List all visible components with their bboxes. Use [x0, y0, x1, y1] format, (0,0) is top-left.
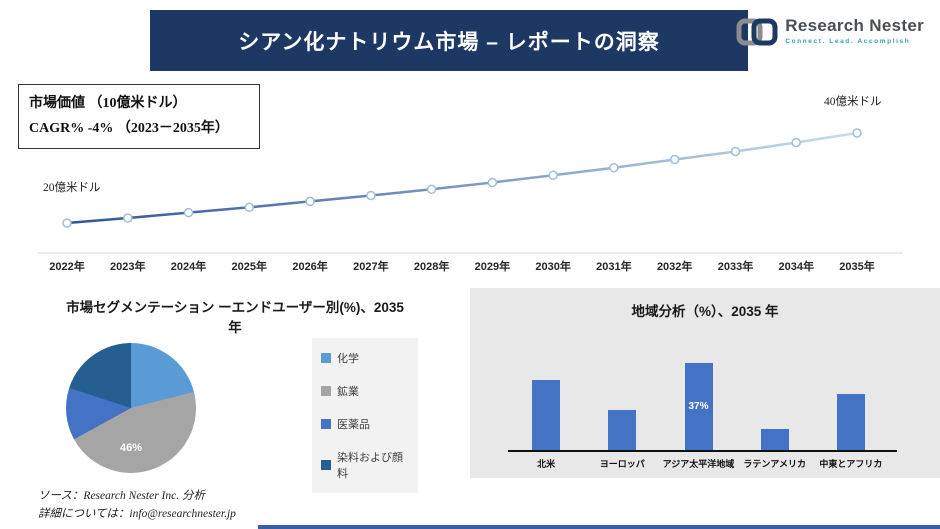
x-axis-year-label: 2030年: [535, 261, 571, 273]
legend-swatch: [321, 353, 331, 363]
line-chart-svg: [38, 128, 903, 254]
start-value-label: 20億米ドル: [43, 182, 101, 194]
bar-category-label: 中東とアフリカ: [819, 459, 883, 469]
legend-swatch: [321, 460, 331, 470]
x-axis-year-label: 2028年: [413, 261, 450, 273]
research-nester-logo: Research Nester Connect. Lead. Accomplis…: [736, 16, 924, 48]
region-bar: [836, 393, 865, 450]
line-marker: [426, 184, 437, 195]
legend-item: 医薬品: [321, 416, 409, 432]
line-marker: [305, 196, 315, 207]
bar-chart-title: 地域分析（%）、2035 年: [631, 304, 779, 319]
end-value-label: 40億米ドル: [824, 96, 882, 108]
line-marker: [183, 207, 194, 218]
pie-legend: 化学鉱業医薬品染料および顔料: [312, 338, 418, 493]
research-nester-logo-icon: [736, 18, 778, 46]
end-user-pie-chart: 46%: [66, 343, 196, 473]
logo-text: Research Nester Connect. Lead. Accomplis…: [785, 16, 924, 45]
x-axis-year-label: 2025年: [231, 261, 268, 273]
source-note: ソース：Research Nester Inc. 分析 詳細については：info…: [38, 487, 236, 524]
logo-tagline: Connect. Lead. Accomplish: [785, 38, 911, 45]
line-marker: [244, 202, 255, 213]
line-marker: [730, 146, 741, 157]
bar-category-label: ヨーロッパ: [599, 459, 645, 469]
legend-label: 鉱業: [337, 386, 359, 398]
legend-swatch: [321, 386, 331, 396]
line-marker: [791, 137, 801, 148]
pie-data-label: 46%: [119, 441, 143, 454]
region-bar: [608, 410, 637, 450]
x-axis-year-label: 2023年: [110, 261, 146, 273]
region-bar: [760, 428, 789, 450]
x-axis-year-label: 2027年: [353, 261, 389, 273]
legend-item: 染料および顔料: [321, 449, 409, 481]
bar-category-label: アジア太平洋地域: [662, 459, 735, 469]
details-line: 詳細については：info@researchnester.jp: [38, 508, 236, 521]
region-bar: [532, 379, 561, 450]
x-axis-year-label: 2031年: [596, 261, 632, 273]
x-axis-year-label: 2032年: [656, 261, 693, 273]
logo-name: Research Nester: [785, 16, 924, 35]
pie-chart-title: 市場セグメンテーション ーエンドユーザー別(%)、2035年: [66, 300, 404, 336]
line-marker: [548, 170, 558, 181]
line-marker: [366, 190, 376, 201]
regional-bar-chart: 北米 ヨーロッパ 37% アジア太平洋地域 ラテンアメリカ 中東とアフリカ: [500, 330, 905, 475]
x-axis-year-label: 2024年: [170, 261, 207, 273]
line-marker: [609, 162, 619, 173]
line-marker: [62, 218, 72, 228]
x-axis-year-label: 2026年: [292, 261, 328, 273]
x-axis-year-label: 2029年: [474, 261, 511, 273]
region-bar: 37%: [684, 363, 713, 450]
bar-category-label: 北米: [537, 459, 556, 469]
bar-axis-line: [508, 450, 897, 452]
bar-data-label: 37%: [688, 401, 709, 412]
legend-label: 染料および顔料: [337, 452, 403, 480]
x-axis-year-label: 2034年: [778, 261, 814, 273]
line-marker: [123, 213, 133, 223]
legend-item: 鉱業: [321, 383, 409, 399]
bottom-accent-line: [258, 525, 940, 529]
x-axis-year-label: 2035年: [839, 261, 875, 273]
legend-item: 化学: [321, 350, 409, 366]
line-marker: [852, 128, 862, 138]
cagr-line: CAGR% -4% （2023－2035年）: [29, 120, 229, 136]
page-title: シアン化ナトリウム市場 – レポートの洞察: [238, 30, 660, 54]
line-marker: [487, 177, 498, 188]
legend-label: 化学: [337, 353, 359, 365]
bar-category-label: ラテンアメリカ: [743, 459, 806, 469]
market-value-info-box: 市場価値 （10億米ドル） CAGR% -4% （2023－2035年）: [18, 84, 260, 149]
x-axis-year-label: 2022年: [49, 261, 85, 273]
source-line: ソース：Research Nester Inc. 分析: [38, 490, 205, 502]
x-axis-year-label: 2033年: [717, 261, 754, 273]
legend-label: 医薬品: [337, 419, 370, 431]
line-marker: [669, 154, 680, 165]
title-banner: シアン化ナトリウム市場 – レポートの洞察: [150, 10, 748, 71]
legend-swatch: [321, 419, 331, 429]
market-value-trend-line: [66, 131, 858, 225]
market-value-line-chart: 2022年 2023年 2024年 2025年 2026年 2027年 2028年 2029年…: [30, 90, 910, 285]
market-value-line: 市場価値 （10億米ドル）: [29, 96, 187, 111]
